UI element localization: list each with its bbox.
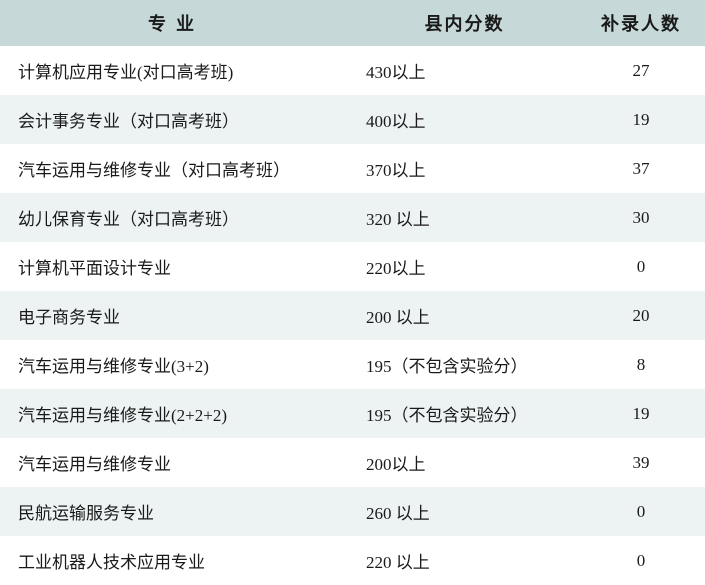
cell-count: 19 [577,389,705,438]
admission-table: 专业 县内分数 补录人数 计算机应用专业(对口高考班)430以上27 会计事务专… [0,0,705,585]
cell-major: 汽车运用与维修专业(3+2) [0,340,352,389]
cell-count: 39 [577,438,705,487]
table-row: 汽车运用与维修专业（对口高考班）370以上37 [0,144,705,193]
cell-major: 工业机器人技术应用专业 [0,536,352,585]
cell-score: 195（不包含实验分） [352,389,577,438]
table-row: 计算机平面设计专业220以上0 [0,242,705,291]
cell-major: 幼儿保育专业（对口高考班） [0,193,352,242]
cell-major: 会计事务专业（对口高考班） [0,95,352,144]
cell-score: 260 以上 [352,487,577,536]
table-row: 工业机器人技术应用专业220 以上0 [0,536,705,585]
cell-count: 0 [577,536,705,585]
table-header: 专业 县内分数 补录人数 [0,0,705,46]
cell-major: 计算机应用专业(对口高考班) [0,46,352,95]
cell-major: 汽车运用与维修专业（对口高考班） [0,144,352,193]
cell-count: 37 [577,144,705,193]
cell-score: 200 以上 [352,291,577,340]
table-row: 汽车运用与维修专业(3+2)195（不包含实验分）8 [0,340,705,389]
cell-score: 195（不包含实验分） [352,340,577,389]
cell-score: 400以上 [352,95,577,144]
cell-score: 220 以上 [352,536,577,585]
table-row: 计算机应用专业(对口高考班)430以上27 [0,46,705,95]
cell-count: 0 [577,487,705,536]
table-row: 汽车运用与维修专业(2+2+2)195（不包含实验分）19 [0,389,705,438]
cell-score: 220以上 [352,242,577,291]
cell-major: 计算机平面设计专业 [0,242,352,291]
cell-count: 0 [577,242,705,291]
table-row: 汽车运用与维修专业200以上39 [0,438,705,487]
cell-score: 200以上 [352,438,577,487]
cell-count: 20 [577,291,705,340]
cell-score: 430以上 [352,46,577,95]
cell-count: 27 [577,46,705,95]
cell-count: 8 [577,340,705,389]
table-row: 电子商务专业200 以上20 [0,291,705,340]
header-count: 补录人数 [577,0,705,46]
cell-score: 320 以上 [352,193,577,242]
header-score: 县内分数 [352,0,577,46]
cell-count: 30 [577,193,705,242]
cell-count: 19 [577,95,705,144]
cell-major: 汽车运用与维修专业(2+2+2) [0,389,352,438]
table-body: 计算机应用专业(对口高考班)430以上27 会计事务专业（对口高考班）400以上… [0,46,705,585]
table-row: 幼儿保育专业（对口高考班）320 以上30 [0,193,705,242]
header-major: 专业 [0,0,352,46]
cell-major: 电子商务专业 [0,291,352,340]
cell-major: 汽车运用与维修专业 [0,438,352,487]
table-row: 会计事务专业（对口高考班）400以上19 [0,95,705,144]
table-row: 民航运输服务专业260 以上0 [0,487,705,536]
cell-score: 370以上 [352,144,577,193]
cell-major: 民航运输服务专业 [0,487,352,536]
